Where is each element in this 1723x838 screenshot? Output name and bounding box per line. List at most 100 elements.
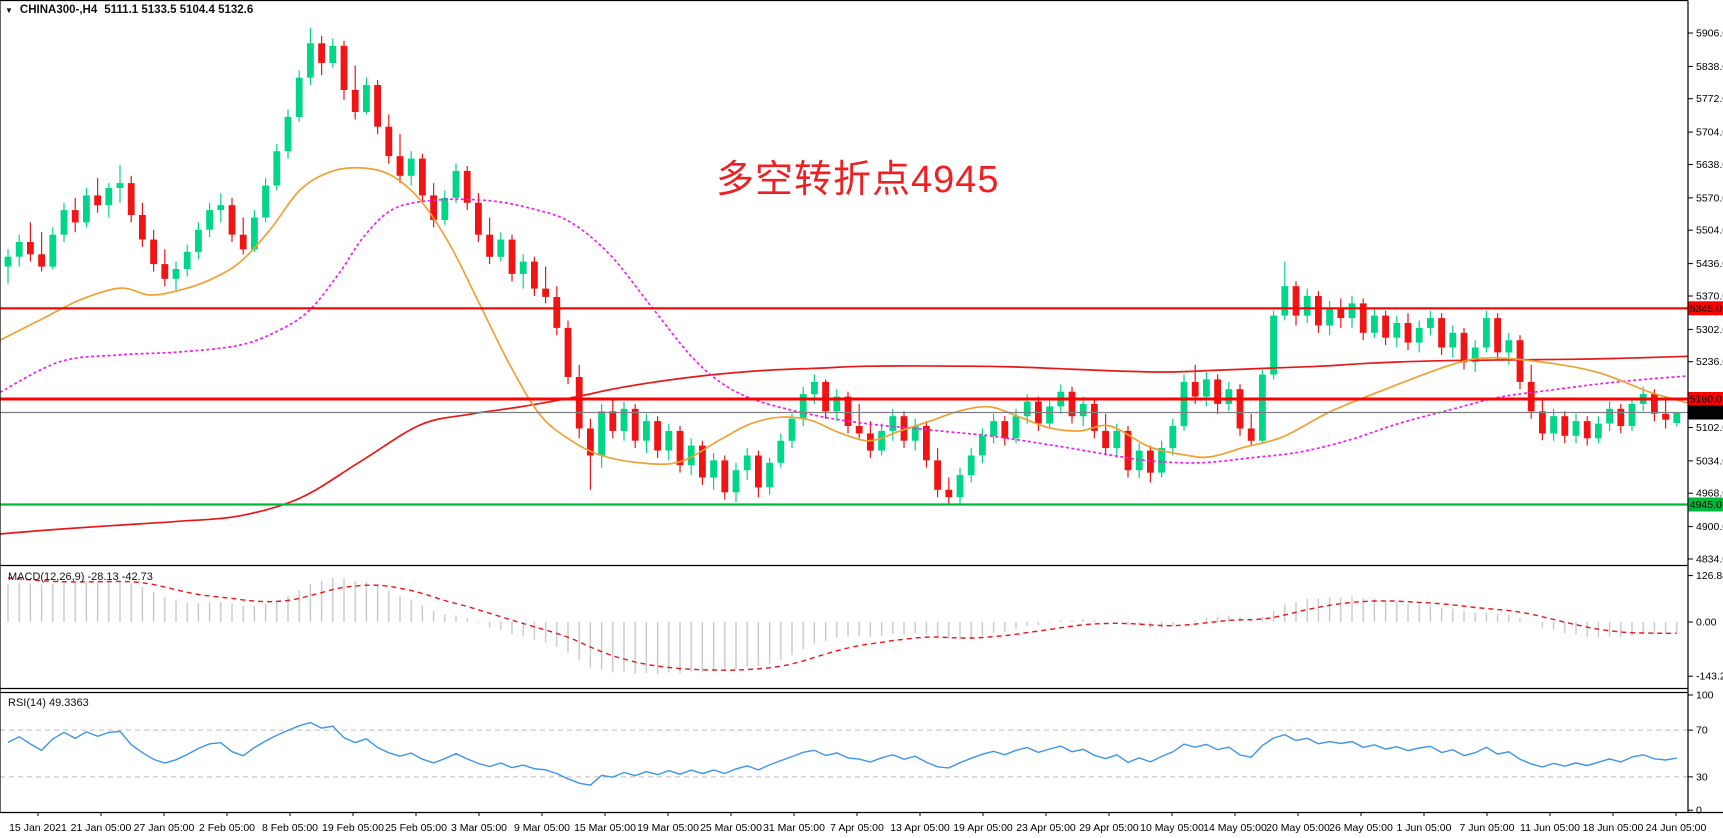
candle-body [1236, 389, 1244, 429]
candle-body [284, 116, 292, 152]
candle-body [766, 462, 773, 488]
candle-body [1001, 421, 1009, 439]
candle-body [1068, 391, 1076, 417]
candle-body [1617, 408, 1625, 426]
candle-body [889, 416, 897, 431]
time-tick-label[interactable]: 20 May 05:00 [1266, 822, 1330, 834]
candle-body [553, 297, 561, 328]
time-tick-label[interactable]: 15 Mar 05:00 [574, 822, 636, 834]
candle-body [374, 85, 381, 127]
price-tick-label: 5704.0 [1696, 127, 1723, 139]
time-tick-label[interactable]: 27 Jan 05:00 [134, 822, 195, 834]
time-axis: 15 Jan 2021 21 Jan 05:00 27 Jan 05:00 2 Feb… [9, 812, 1707, 834]
time-tick-label[interactable]: 1 Jun 05:00 [1397, 822, 1452, 834]
price-tick-label: 4834.0 [1696, 554, 1723, 566]
candle-body [116, 183, 124, 188]
time-tick-label[interactable]: 18 Jun 05:00 [1583, 822, 1644, 834]
ma-slow-line[interactable] [0, 355, 1689, 535]
candle-body [340, 45, 348, 90]
price-tick-label: 5436.0 [1696, 258, 1723, 270]
candle-body [1113, 430, 1121, 449]
annotation-text[interactable]: 多空转折点4945 [716, 159, 1000, 201]
macd-tick-label: -143.2 [1696, 671, 1723, 683]
candle-body [878, 430, 885, 451]
candle-body [150, 239, 157, 265]
ma-fast-line[interactable] [0, 166, 1689, 466]
candle-body [1438, 318, 1445, 348]
candle-body [1091, 403, 1098, 431]
macd-tick-label: 0.00 [1696, 617, 1717, 629]
candle-body [1079, 403, 1087, 417]
time-tick-label[interactable]: 26 May 05:00 [1329, 822, 1393, 834]
time-tick-label[interactable]: 15 Jan 2021 [9, 822, 67, 834]
time-tick-label[interactable]: 13 Apr 05:00 [890, 822, 950, 834]
time-tick-label[interactable]: 29 Apr 05:00 [1079, 822, 1139, 834]
symbol-timeframe-label: CHINA300-,H4 [19, 4, 98, 16]
candle-body [486, 234, 493, 257]
price-badge-label: 5345.0 [1690, 303, 1722, 315]
macd-signal-line [7, 577, 1677, 671]
candle-body [1247, 428, 1255, 441]
candle-body [1046, 406, 1053, 424]
price-tick-label: 5034.0 [1696, 455, 1723, 467]
candle-body [307, 43, 314, 78]
price-tick-label: 5302.0 [1696, 324, 1723, 336]
time-tick-label[interactable]: 23 Apr 05:00 [1016, 822, 1076, 834]
price-badge-label: 4945.0 [1690, 499, 1722, 511]
time-tick-label[interactable]: 3 Mar 05:00 [451, 822, 507, 834]
candle-body [923, 426, 930, 461]
candle-body [83, 195, 90, 223]
candle-body [195, 229, 202, 252]
candle-body [38, 254, 45, 267]
price-tick-label: 4968.0 [1696, 488, 1723, 500]
candle-body [1169, 426, 1177, 449]
time-tick-label[interactable]: 19 Feb 05:00 [322, 822, 384, 834]
time-tick-label[interactable]: 21 Jan 05:00 [71, 822, 132, 834]
candle-body [419, 158, 426, 196]
candle-body [1505, 340, 1513, 353]
time-tick-label[interactable]: 8 Feb 05:00 [262, 822, 318, 834]
candle-body [598, 411, 605, 456]
candle-body [1561, 416, 1569, 436]
time-tick-label[interactable]: 24 Jun 05:00 [1646, 822, 1707, 834]
candle-body [1214, 379, 1221, 404]
macd-tick-label: 126.84 [1696, 570, 1723, 582]
candle-body [1315, 296, 1322, 326]
time-tick-label[interactable]: 19 Mar 05:00 [637, 822, 699, 834]
candle-body [329, 45, 337, 63]
time-tick-label[interactable]: 31 Mar 05:00 [763, 822, 825, 834]
macd-indicator-label: MACD(12,26,9) -28.13 -42.73 [8, 571, 153, 583]
time-tick-label[interactable]: 25 Feb 05:00 [385, 822, 447, 834]
candle-body [475, 202, 482, 235]
candle-body [676, 430, 684, 466]
time-tick-label[interactable]: 11 Jun 05:00 [1520, 822, 1580, 834]
time-tick-label[interactable]: 7 Apr 05:00 [830, 822, 884, 834]
candle-body [710, 460, 717, 478]
candle-body [934, 460, 941, 490]
chart-menu-arrow-icon[interactable]: ▼ [5, 5, 13, 15]
candle-body [1382, 315, 1389, 338]
candle-body [1404, 323, 1412, 343]
time-tick-label[interactable]: 19 Apr 05:00 [953, 822, 1013, 834]
time-tick-label[interactable]: 25 Mar 05:00 [700, 822, 762, 834]
time-tick-label[interactable]: 10 May 05:00 [1140, 822, 1204, 834]
candle-body [1359, 303, 1367, 333]
time-tick-label[interactable]: 7 Jun 05:00 [1460, 822, 1515, 834]
candle-body [979, 435, 986, 456]
time-tick-label[interactable]: 9 Mar 05:00 [514, 822, 570, 834]
candle-body [956, 475, 964, 498]
price-tick-label: 5772.0 [1696, 93, 1723, 105]
candle-body [430, 195, 437, 220]
candle-body [1203, 379, 1210, 397]
time-tick-label[interactable]: 2 Feb 05:00 [199, 822, 255, 834]
rsi-tick-label: 100 [1696, 690, 1714, 702]
price-tick-label: 5370.0 [1696, 291, 1723, 303]
ma-medium-line[interactable] [0, 198, 1689, 464]
price-badge-4945.0 [1688, 497, 1723, 512]
candle-body [855, 426, 863, 434]
candle-body [1460, 332, 1468, 363]
time-tick-label[interactable]: 14 May 05:00 [1203, 822, 1267, 834]
macd-histogram [7, 577, 1678, 674]
candle-body [385, 126, 393, 157]
candle-body [1158, 448, 1165, 473]
